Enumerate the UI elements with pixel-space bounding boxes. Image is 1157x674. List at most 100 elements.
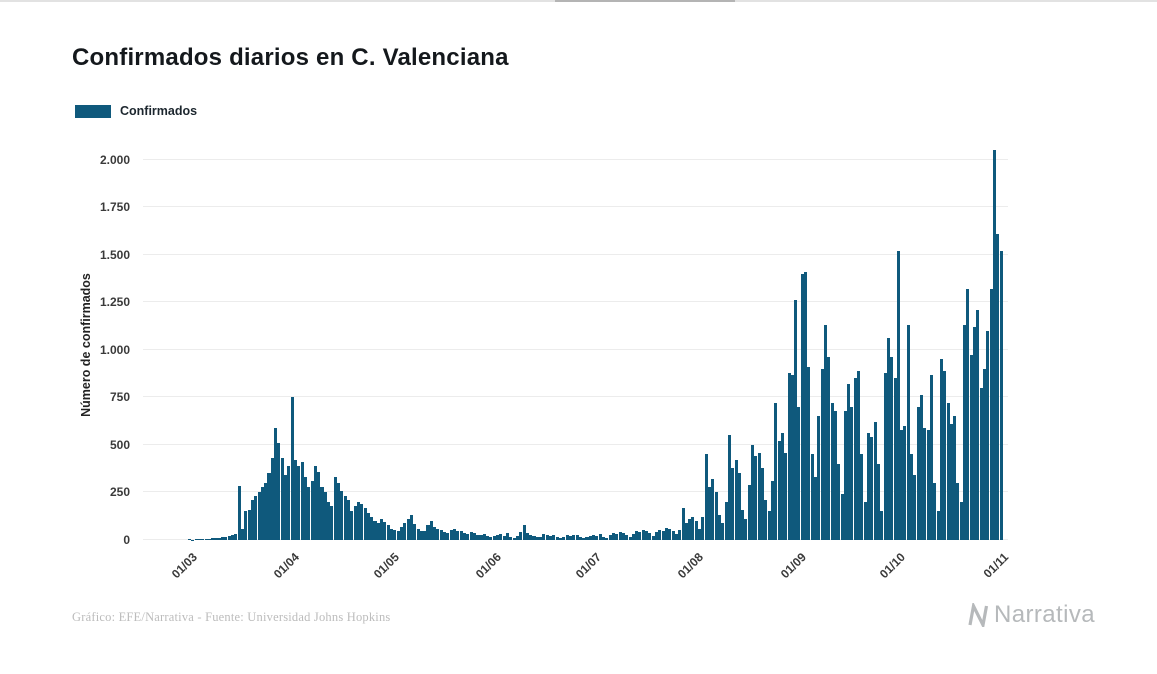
bar [337,482,341,540]
bar [635,530,639,540]
y-tick-label: 1.000 [99,342,130,357]
bar [645,531,649,540]
bar [966,288,970,540]
bar [496,535,500,540]
bar [843,410,847,540]
bar [900,429,904,540]
bar [744,519,748,540]
bar [833,410,837,540]
bar [509,536,513,540]
y-tick-label: 1.500 [99,247,130,262]
bar [436,528,440,540]
bar [963,325,967,540]
bar [545,535,549,540]
bar [890,357,894,540]
bar [221,537,225,540]
bar [850,406,854,540]
bar [668,528,672,540]
bar [906,325,910,540]
bar [661,530,665,540]
bar [519,532,523,540]
bar [953,416,957,540]
bar [814,477,818,540]
bar [492,536,496,540]
bar [717,515,721,540]
plot-area: 01/03 01/04 01/05 01/06 01/07 01/08 01/09 01/10… [143,150,1011,581]
bar [187,539,192,540]
bar [549,536,553,540]
bar [515,535,519,540]
bar [194,539,198,540]
bar [439,529,443,540]
bar [873,422,877,540]
bar [297,465,301,540]
bar [946,403,950,540]
bar [734,460,738,540]
bar [664,527,668,540]
bar [913,475,917,540]
y-tick-label: 250 [109,485,130,500]
bar [479,535,483,540]
bar [525,533,529,540]
bar [466,534,470,540]
y-tick-label: 0 [123,533,130,547]
bar [416,528,420,540]
bar [449,529,453,540]
bar [502,535,506,540]
bar [741,509,745,540]
bar [631,533,635,540]
bar [211,538,215,540]
bar [621,533,625,540]
bar [250,500,254,540]
y-tick-label: 1.750 [99,200,130,215]
bar [532,535,536,540]
bar [366,513,370,540]
bar [704,454,708,540]
narrativa-n-mark-icon [968,603,989,627]
bar [883,372,887,540]
x-tick-label: 01/03 [168,550,200,582]
bar [837,463,841,540]
bar [293,460,297,540]
bar [817,416,821,540]
bar [777,441,781,540]
bar [820,368,824,540]
bar [231,535,235,540]
x-tick-label: 01/10 [877,550,909,582]
bar [240,528,244,540]
bar [370,517,374,540]
bar [363,507,367,540]
bar [996,233,1000,540]
bar [910,454,914,540]
bar [598,533,602,540]
bar [976,309,980,540]
bar [688,519,692,540]
bar [698,528,702,540]
bar [943,370,947,540]
bar [277,442,281,540]
bar [992,150,996,540]
bar [217,537,221,540]
bar [234,534,238,540]
bar [694,520,698,540]
bar [920,395,924,540]
bar [611,532,615,540]
bar [973,326,977,540]
bar [419,530,423,540]
bar [373,520,377,540]
bar [982,368,986,540]
bar [270,458,274,540]
bar [472,533,476,540]
y-tick-label: 1.250 [99,295,130,310]
bar [529,534,533,540]
bar [390,528,394,540]
bar [244,511,248,540]
gridline [143,348,1008,350]
bar [939,359,943,540]
bar [708,486,712,540]
bar [565,535,569,540]
x-tick-label: 01/04 [271,550,303,582]
y-tick-label: 2.000 [99,152,130,167]
bar [979,387,983,540]
bar [929,374,933,540]
